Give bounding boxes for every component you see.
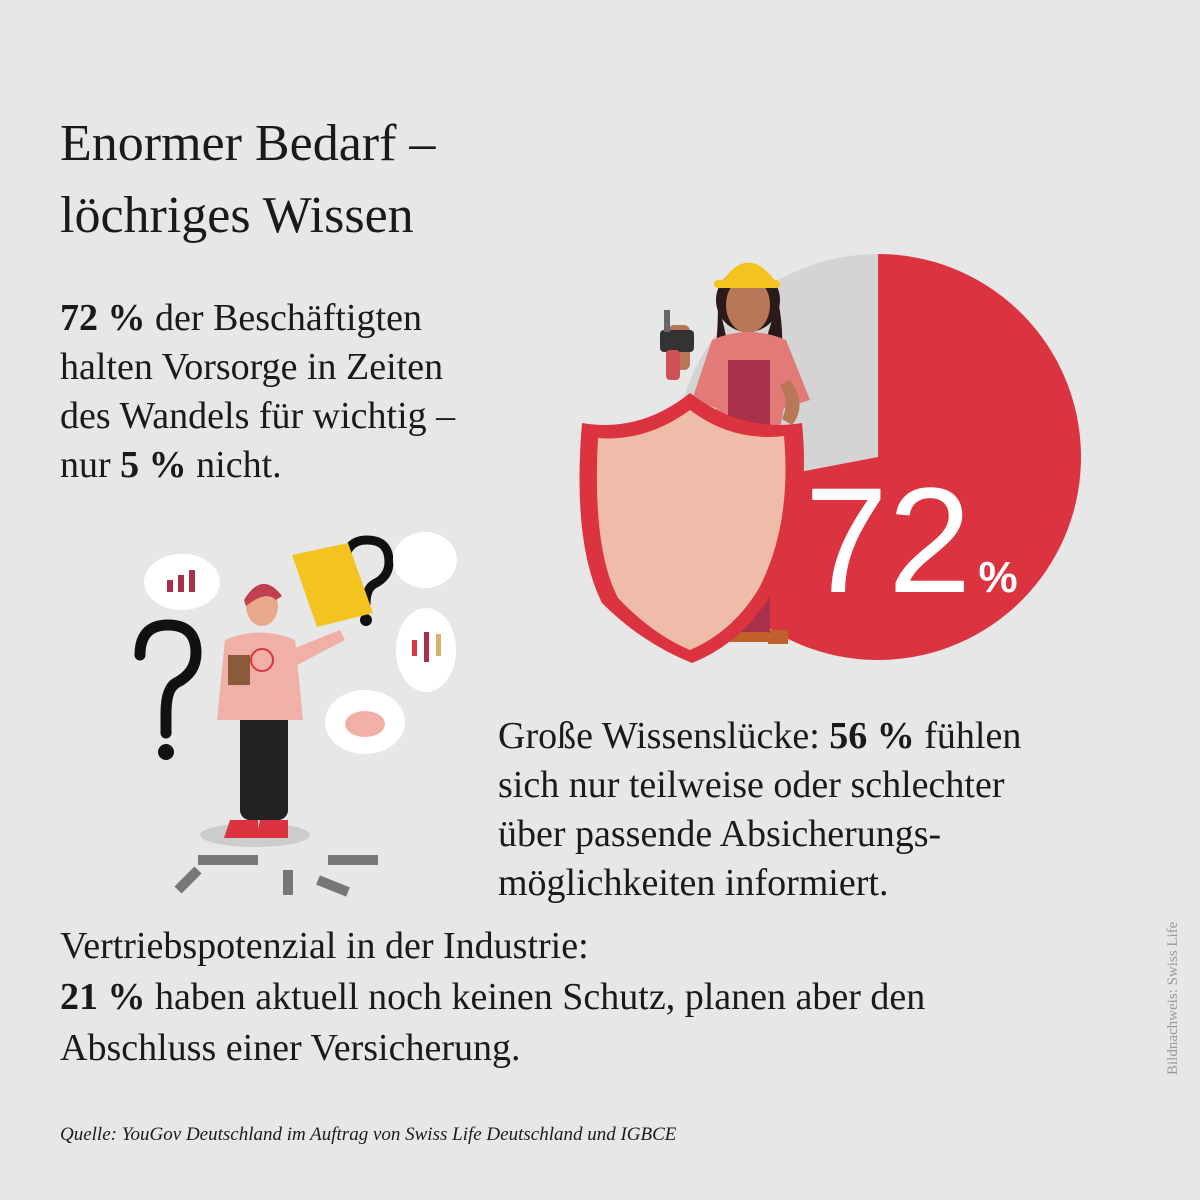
- highlight: 5 %: [120, 444, 187, 486]
- potential-line: Abschluss einer Versicherung.: [60, 1027, 520, 1069]
- credit: Bildnachweis: Swiss Life: [1165, 921, 1181, 1075]
- text: des Wandels für wichtig –: [60, 395, 456, 437]
- text: sich nur teilweise oder schlechter: [498, 764, 1005, 806]
- highlight: 21 %: [60, 976, 146, 1018]
- source: Quelle: YouGov Deutschland im Auftrag vo…: [60, 1124, 677, 1145]
- gap-line: über passende Absicherungs-: [498, 813, 941, 855]
- person-illustration: [134, 532, 457, 897]
- text: nicht.: [187, 444, 282, 486]
- potential-line: Vertriebspotenzial in der Industrie:: [60, 925, 589, 967]
- gap-line: möglichkeiten informiert.: [498, 862, 888, 904]
- text: nur: [60, 444, 120, 486]
- intro-line: 72 % der Beschäftigten: [60, 297, 422, 339]
- text: Große Wissenslücke:: [498, 715, 829, 757]
- text: fühlen: [915, 715, 1022, 757]
- title-line: Enormer Bedarf –: [60, 115, 436, 172]
- pie-value-label: 72: [805, 456, 972, 624]
- intro-line: nur 5 % nicht.: [60, 444, 282, 486]
- text: der Beschäftigten: [146, 297, 422, 339]
- highlight: 72 %: [60, 297, 146, 339]
- text: halten Vorsorge in Zeiten: [60, 346, 443, 388]
- worker-illustration: [660, 262, 810, 644]
- text: haben aktuell noch keinen Schutz, planen…: [146, 976, 926, 1018]
- gap-line: Große Wissenslücke: 56 % fühlen: [498, 715, 1021, 757]
- text: Vertriebspotenzial in der Industrie:: [60, 925, 589, 967]
- text: möglichkeiten informiert.: [498, 862, 888, 904]
- text: Abschluss einer Versicherung.: [60, 1027, 520, 1069]
- potential-line: 21 % haben aktuell noch keinen Schutz, p…: [60, 976, 925, 1018]
- pie-unit: %: [978, 553, 1017, 602]
- intro-line: halten Vorsorge in Zeiten: [60, 346, 443, 388]
- title-line: löchriges Wissen: [60, 187, 414, 244]
- shield: [579, 393, 804, 663]
- text: über passende Absicherungs-: [498, 813, 941, 855]
- highlight: 56 %: [829, 715, 915, 757]
- intro-line: des Wandels für wichtig –: [60, 395, 456, 437]
- gap-line: sich nur teilweise oder schlechter: [498, 764, 1005, 806]
